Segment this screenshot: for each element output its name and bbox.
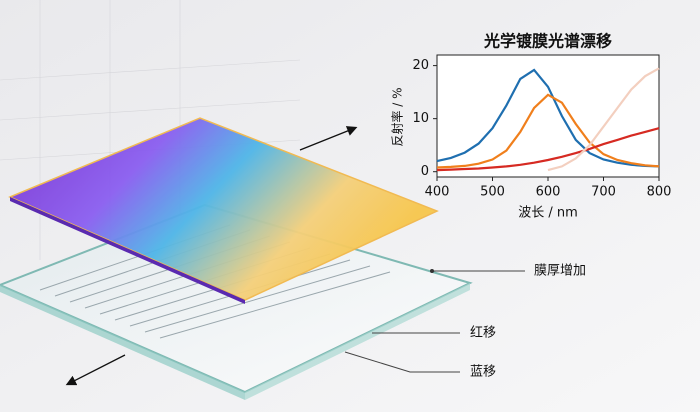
leader-lines [344, 270, 525, 373]
annotation: 膜厚增加 [534, 264, 586, 279]
film-edge [10, 197, 245, 304]
chart-title: 光学镀膜光谱漂移 [483, 32, 612, 51]
x-tick-label: 700 [591, 185, 616, 200]
x-tick-label: 500 [480, 185, 505, 200]
y-axis-label: 反射率 / % [390, 87, 405, 146]
arrow [65, 354, 126, 386]
plot-area [436, 54, 660, 178]
annotation: 蓝移 [470, 365, 496, 380]
series-line [436, 68, 660, 168]
glass-edge [245, 283, 470, 400]
arrow [299, 126, 358, 151]
coating-film [8, 117, 439, 301]
series-line [547, 67, 660, 172]
x-tick-label: 400 [425, 185, 450, 200]
y-tick-label: 0 [421, 164, 429, 179]
y-tick-label: 20 [412, 58, 429, 73]
glass-edge [0, 285, 245, 400]
leader-dot [430, 269, 434, 273]
series-line [436, 93, 660, 169]
annotation: 红移 [470, 325, 496, 341]
x-axis-label: 波长 / nm [518, 206, 578, 221]
x-tick-label: 800 [647, 185, 672, 200]
x-tick-label: 600 [536, 185, 561, 200]
y-tick-label: 10 [412, 111, 429, 126]
series-line [436, 127, 660, 172]
